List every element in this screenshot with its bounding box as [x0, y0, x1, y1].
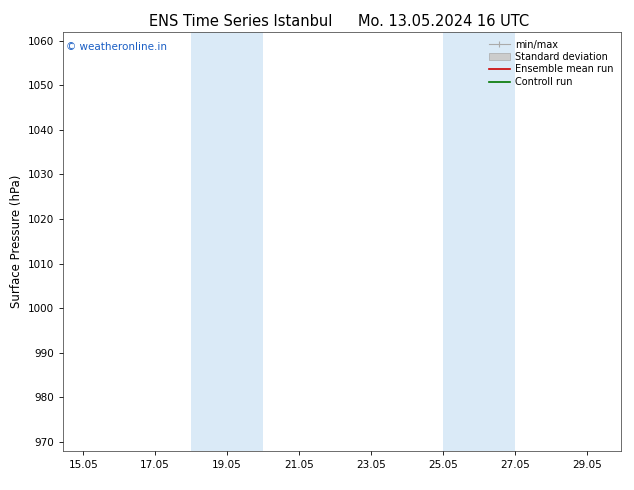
Bar	[191, 32, 263, 451]
Bar	[443, 32, 515, 451]
Text: ENS Time Series Istanbul: ENS Time Series Istanbul	[149, 14, 333, 29]
Text: Mo. 13.05.2024 16 UTC: Mo. 13.05.2024 16 UTC	[358, 14, 529, 29]
Y-axis label: Surface Pressure (hPa): Surface Pressure (hPa)	[10, 174, 23, 308]
Text: © weatheronline.in: © weatheronline.in	[66, 42, 167, 52]
Legend: min/max, Standard deviation, Ensemble mean run, Controll run: min/max, Standard deviation, Ensemble me…	[486, 37, 616, 90]
